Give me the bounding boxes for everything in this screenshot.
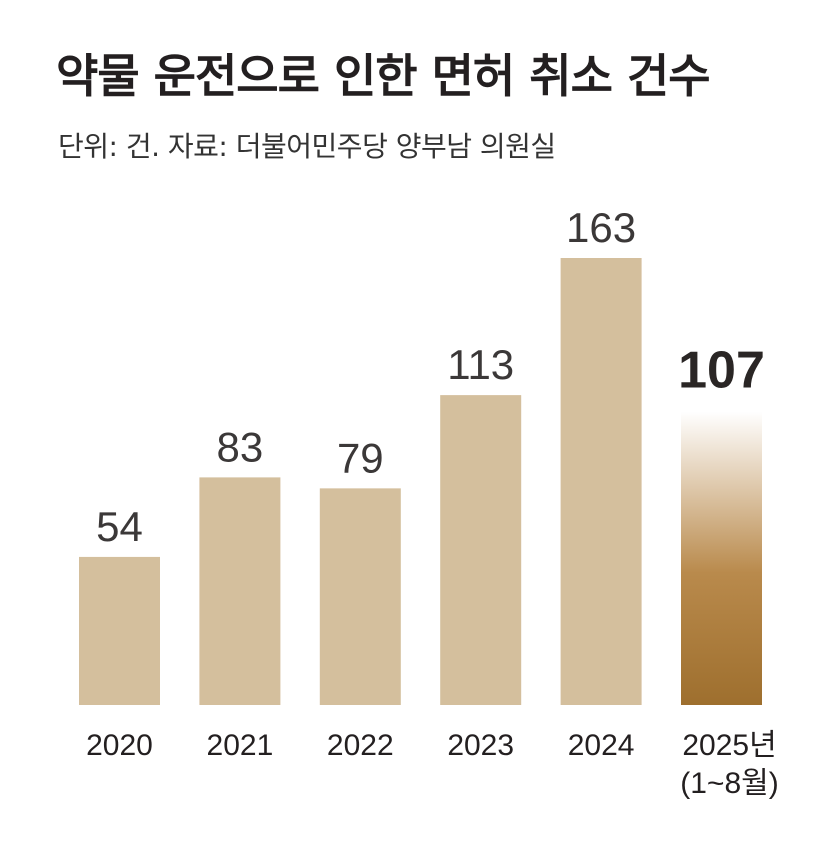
bar-2022 (319, 488, 401, 705)
x-tick-label-2021: 2021 (207, 729, 274, 762)
bar-2021 (199, 477, 281, 705)
value-label-2022: 79 (337, 434, 384, 481)
bar-2023 (440, 395, 522, 705)
x-tick-label-2024: 2024 (568, 729, 635, 762)
value-label-2020: 54 (96, 503, 143, 550)
x-tick-label-2022: 2022 (327, 729, 394, 762)
x-tick-sublabel-2025년: (1~8월) (680, 767, 778, 800)
x-tick-label-2023: 2023 (447, 729, 514, 762)
bar-2024 (560, 258, 642, 705)
value-label-2024: 163 (566, 204, 636, 251)
value-label-2025년: 107 (678, 342, 765, 400)
bar-2020 (79, 556, 160, 705)
chart-subtitle: 단위: 건. 자료: 더불어민주당 양부남 의원실 (58, 130, 556, 163)
value-label-2023: 113 (447, 341, 514, 388)
value-label-2021: 83 (217, 423, 264, 470)
bar-2025년 (681, 411, 762, 705)
x-tick-label-2025년: 2025년 (682, 729, 776, 762)
chart-title: 약물 운전으로 인한 면허 취소 건수 (56, 49, 711, 103)
x-tick-label-2020: 2020 (86, 729, 153, 762)
